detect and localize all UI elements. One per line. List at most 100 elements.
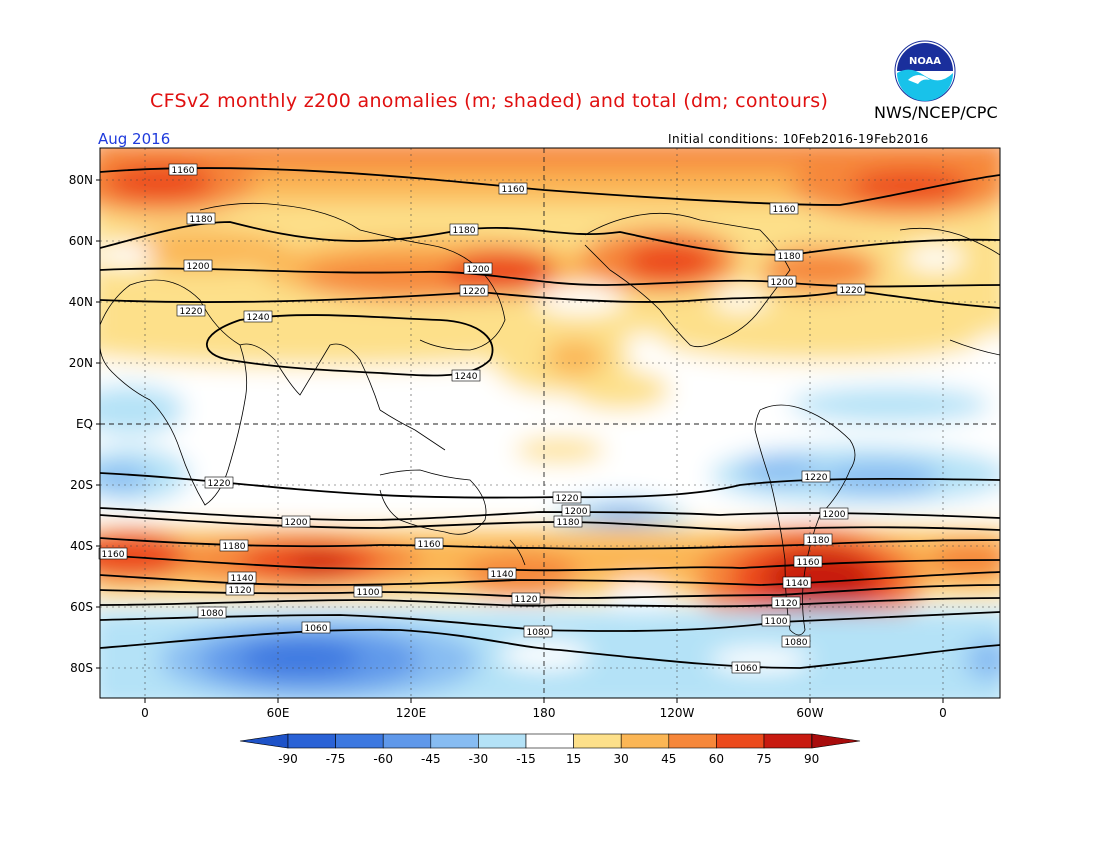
contour-label: 1180 [553,515,583,528]
colorbar-box [573,733,622,749]
svg-text:1160: 1160 [797,558,820,568]
colorbar-box [716,733,765,749]
svg-text:1220: 1220 [805,473,828,483]
lat-tick-label: 80S [70,661,93,675]
chart-title: CFSv2 monthly z200 anomalies (m; shaded)… [150,90,829,112]
colorbar-boxes [287,733,812,749]
contour-label: 1120 [771,596,801,609]
lon-tick-label: 120W [660,706,695,720]
contour-label: 1180 [219,539,249,552]
colorbar-labels: -90 -75 -60 -45 -30 -15 15 30 45 60 75 90 [278,752,819,766]
svg-text:1120: 1120 [515,595,538,605]
svg-text:1120: 1120 [229,586,252,596]
colorbar-box [287,733,336,749]
colorbar-arrow-high [811,733,861,749]
svg-text:1180: 1180 [190,215,213,225]
plot-frame [99,147,1001,699]
noaa-logo-text: NOAA [909,56,941,67]
contour-label: 1080 [523,625,553,638]
svg-text:1060: 1060 [305,624,328,634]
svg-text:1160: 1160 [102,550,125,560]
colorbar-arrow-low [239,733,289,749]
latitude-axis: 80N 60N 40N 20N EQ 20S 40S 60S 80S [69,173,93,675]
colorbar-label: 45 [661,752,676,766]
coastlines [100,202,1000,636]
svg-text:1180: 1180 [807,536,830,546]
agency-label: NWS/NCEP/CPC [874,103,998,122]
lon-tick-label: 0 [939,706,947,720]
svg-text:1160: 1160 [172,166,195,176]
contour-label: 1060 [731,661,761,674]
colorbar-box [478,733,527,749]
svg-text:1200: 1200 [565,507,588,517]
svg-text:1220: 1220 [463,287,486,297]
contour-label: 1180 [449,223,479,236]
contour-label: 1200 [183,259,213,272]
contour-label: 1240 [451,369,481,382]
contour-label: 1140 [227,571,257,584]
lat-tick-label: 60S [70,600,93,614]
lat-tick-label: 20N [69,356,93,370]
lat-tick-label: EQ [76,417,93,431]
contour-label: 1200 [767,275,797,288]
lon-tick-label: 0 [141,706,149,720]
svg-text:1220: 1220 [556,494,579,504]
svg-text:1240: 1240 [247,313,270,323]
colorbar-label: 90 [804,752,819,766]
lat-tick-label: 80N [69,173,93,187]
contour-label: 1060 [301,621,331,634]
anomaly-shading [100,148,1000,698]
colorbar-label: -45 [421,752,441,766]
colorbar-label: -15 [516,752,536,766]
svg-text:1160: 1160 [502,185,525,195]
svg-text:1160: 1160 [773,205,796,215]
svg-text:1080: 1080 [527,628,550,638]
svg-text:1080: 1080 [785,638,808,648]
colorbar-label: 15 [566,752,581,766]
lat-tick-label: 60N [69,234,93,248]
colorbar-box [763,733,812,749]
colorbar-label: 60 [709,752,724,766]
svg-text:1220: 1220 [208,479,231,489]
contour-label: 1220 [204,476,234,489]
contour-label: 1160 [98,547,128,560]
colorbar-box [382,733,432,749]
colorbar-label: -90 [278,752,298,766]
colorbar-label: 75 [756,752,771,766]
contour-label: 1220 [836,283,866,296]
lat-tick-label: 20S [70,478,93,492]
contour-label: 1120 [511,592,541,605]
svg-text:1100: 1100 [765,617,788,627]
colorbar-label: -75 [326,752,346,766]
equator-dateline-lines [100,148,1000,698]
contour-label: 1180 [186,212,216,225]
contour-label: 1240 [243,310,273,323]
colorbar-box [335,733,384,749]
colorbar-label: 30 [614,752,629,766]
contour-label: 1100 [761,614,791,627]
svg-text:1240: 1240 [455,372,478,382]
contour-label: 1160 [168,163,198,176]
contour-label: 1160 [414,537,444,550]
longitude-ticks [144,698,944,703]
contour-label: 1160 [793,555,823,568]
svg-text:1060: 1060 [735,664,758,674]
lat-tick-label: 40N [69,295,93,309]
valid-month-label: Aug 2016 [98,130,171,148]
contour-label: 1220 [552,491,582,504]
colorbar-box [525,733,574,749]
svg-text:1180: 1180 [778,252,801,262]
contour-label: 1200 [281,515,311,528]
contour-label: 1200 [463,262,493,275]
svg-text:1140: 1140 [231,574,254,584]
svg-text:1200: 1200 [771,278,794,288]
lat-tick-label: 40S [70,539,93,553]
contour-label: 1220 [459,284,489,297]
colorbar-box [620,733,670,749]
svg-text:1180: 1180 [453,226,476,236]
contour-labels: 1160 1160 1160 1160 1160 1160 1180 1180 … [98,163,866,674]
svg-text:1200: 1200 [467,265,490,275]
svg-text:1200: 1200 [187,262,210,272]
svg-text:1200: 1200 [823,510,846,520]
contour-label: 1160 [769,202,799,215]
